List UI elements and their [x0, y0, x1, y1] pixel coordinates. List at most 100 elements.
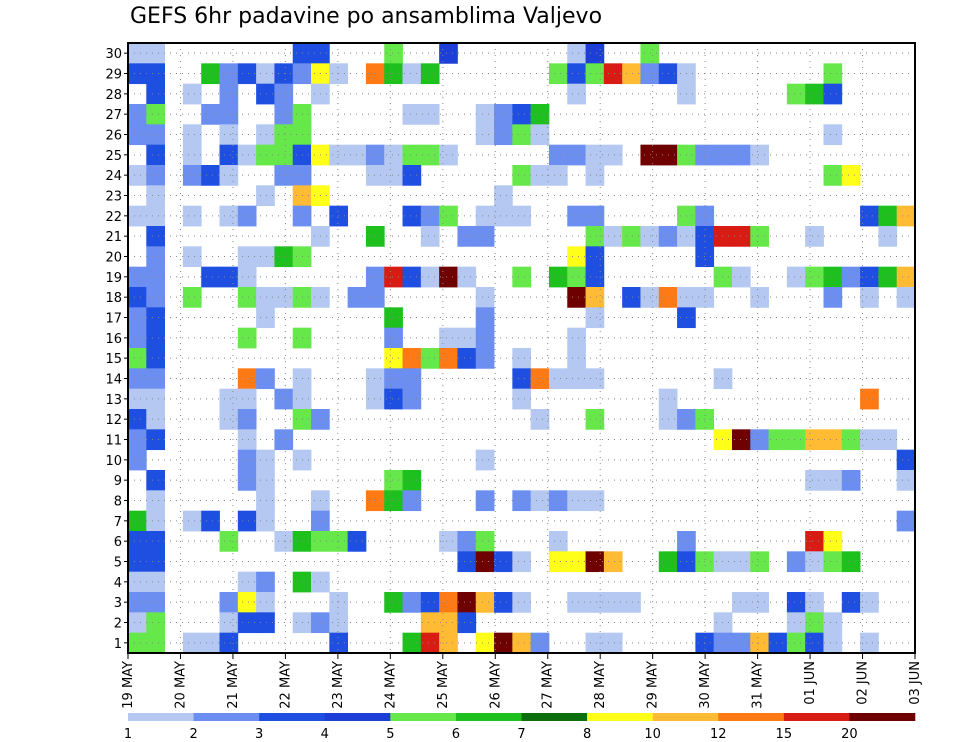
heatmap-cell	[823, 531, 843, 552]
heatmap-cell	[402, 470, 422, 491]
heatmap-cell	[274, 124, 294, 146]
legend-label: 7	[517, 727, 525, 742]
y-tick-label: 10	[105, 454, 122, 469]
heatmap-cell	[128, 104, 147, 125]
heatmap-cell	[457, 226, 477, 247]
heatmap-cell	[128, 510, 147, 532]
heatmap-cell	[805, 632, 824, 654]
heatmap-cell	[420, 104, 440, 125]
heatmap-cell	[146, 592, 165, 613]
heatmap-cell	[439, 632, 458, 654]
heatmap-cell	[475, 592, 495, 613]
y-tick-label: 18	[105, 291, 122, 306]
heatmap-cell	[713, 226, 733, 247]
heatmap-cell	[512, 592, 532, 613]
heatmap-cell	[146, 490, 165, 512]
heatmap-cell	[256, 612, 275, 634]
heatmap-cell	[457, 592, 477, 613]
chart-title: GEFS 6hr padavine po ansamblima Valjevo	[130, 4, 603, 29]
heatmap-cell	[146, 104, 165, 125]
heatmap-cell	[475, 226, 495, 247]
heatmap-cell	[146, 348, 165, 369]
heatmap-cell	[603, 632, 623, 654]
heatmap-cell	[146, 287, 165, 308]
heatmap-cell	[475, 327, 495, 349]
heatmap-cell	[439, 327, 458, 349]
x-tick-label: 28 MAY	[593, 661, 608, 709]
heatmap-cell	[128, 327, 147, 349]
heatmap-cell	[439, 612, 458, 634]
heatmap-cell	[384, 307, 403, 329]
heatmap-cell	[805, 429, 824, 451]
heatmap-cell	[146, 429, 165, 451]
heatmap-cell	[128, 165, 147, 186]
heatmap-cell	[402, 592, 422, 613]
heatmap-cell	[841, 551, 861, 573]
heatmap-cell	[128, 429, 147, 451]
heatmap-cell	[146, 226, 165, 247]
heatmap-cell	[128, 205, 147, 227]
heatmap-cell	[548, 266, 568, 288]
heatmap-cell	[219, 83, 239, 105]
heatmap-cell	[365, 490, 385, 512]
heatmap-cell	[494, 124, 513, 146]
heatmap-cell	[567, 266, 586, 288]
heatmap-cell	[823, 287, 843, 308]
heatmap-cell	[256, 470, 275, 491]
heatmap-cell	[548, 490, 568, 512]
y-tick-label: 9	[114, 474, 122, 489]
y-tick-label: 30	[105, 47, 122, 62]
heatmap-cell	[146, 368, 165, 390]
x-tick-label: 03 JUN	[908, 661, 923, 705]
heatmap-cell	[603, 592, 623, 613]
y-tick-label: 3	[114, 596, 122, 611]
heatmap-cell	[603, 551, 623, 573]
heatmap-cell	[475, 104, 495, 125]
heatmap-cell	[731, 632, 751, 654]
heatmap-cell	[219, 104, 239, 125]
heatmap-cell	[182, 246, 202, 268]
heatmap-cell	[896, 205, 916, 227]
heatmap-cell	[237, 266, 257, 288]
y-tick-label: 8	[114, 495, 122, 510]
heatmap-cell	[823, 83, 843, 105]
heatmap-cell	[457, 348, 477, 369]
heatmap-cell	[146, 185, 165, 207]
heatmap-cell	[585, 266, 605, 288]
heatmap-cell	[384, 144, 403, 166]
heatmap-cell	[128, 307, 147, 329]
legend-swatch	[652, 713, 719, 721]
heatmap-cell	[585, 63, 605, 85]
heatmap-cell	[439, 144, 458, 166]
heatmap-cell	[786, 551, 806, 573]
heatmap-cell	[146, 388, 165, 410]
x-tick-label: 24 MAY	[383, 661, 398, 709]
heatmap-cell	[128, 124, 147, 146]
heatmap-cell	[128, 409, 147, 430]
x-tick-label: 27 MAY	[541, 661, 556, 709]
heatmap-cell	[878, 266, 898, 288]
heatmap-cell	[585, 368, 605, 390]
y-tick-label: 29	[105, 68, 122, 83]
x-tick-label: 02 JUN	[856, 661, 871, 705]
heatmap-cell	[713, 144, 733, 166]
heatmap-cell	[201, 63, 220, 85]
legend-swatch	[259, 713, 326, 721]
heatmap-cell	[860, 205, 879, 227]
heatmap-cell	[182, 632, 202, 654]
y-tick-label: 11	[105, 434, 122, 449]
heatmap-cell	[841, 429, 861, 451]
heatmap-cell	[768, 632, 788, 654]
heatmap-cell	[860, 266, 879, 288]
heatmap-cell	[823, 632, 843, 654]
y-tick-label: 28	[105, 88, 122, 103]
heatmap-cell	[146, 470, 165, 491]
heatmap-cell	[256, 449, 275, 471]
x-tick-label: 26 MAY	[488, 661, 503, 709]
heatmap-cell	[750, 226, 769, 247]
heatmap-cell	[219, 409, 239, 430]
heatmap-cell	[805, 592, 824, 613]
x-tick-label: 31 MAY	[751, 661, 766, 709]
heatmap-cell	[567, 287, 586, 308]
heatmap-cell	[237, 327, 257, 349]
